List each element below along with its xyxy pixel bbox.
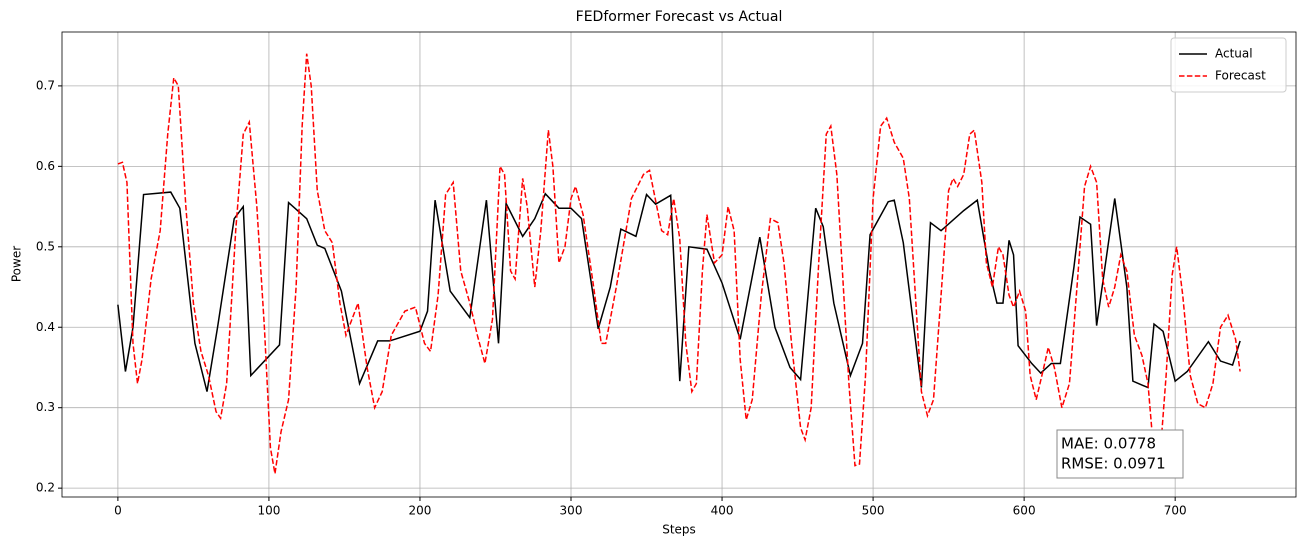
annotation-text: RMSE: 0.0971 (1061, 455, 1166, 473)
legend: Actual Forecast (1170, 37, 1287, 93)
y-tick-label: 0.5 (36, 239, 55, 253)
data-line (117, 191, 1241, 392)
plot-frame (61, 31, 1297, 498)
x-tick-label: 400 (711, 504, 734, 518)
annotation-box (1056, 429, 1184, 479)
x-tick-label: 100 (257, 504, 280, 518)
x-tick-label: 300 (560, 504, 583, 518)
data-line (117, 53, 1241, 474)
annotation-text: MAE: 0.0778 (1061, 435, 1156, 453)
x-axis-label: Steps (662, 523, 696, 537)
y-tick-label: 0.3 (36, 400, 55, 414)
x-tick-label: 500 (862, 504, 885, 518)
legend-label: Actual (1215, 47, 1253, 61)
y-tick-label: 0.7 (36, 78, 55, 92)
x-tick-label: 600 (1013, 504, 1036, 518)
x-tick-label: 700 (1164, 504, 1187, 518)
legend-box (1170, 37, 1287, 93)
y-tick-label: 0.6 (36, 159, 55, 173)
legend-label: Forecast (1215, 69, 1266, 83)
y-tick-label: 0.2 (36, 481, 55, 495)
y-axis-label: Power (10, 246, 24, 282)
x-tick-label: 0 (114, 504, 122, 518)
chart-title: FEDformer Forecast vs Actual (576, 9, 783, 25)
x-tick-label: 200 (409, 504, 432, 518)
y-tick-label: 0.4 (36, 320, 55, 334)
